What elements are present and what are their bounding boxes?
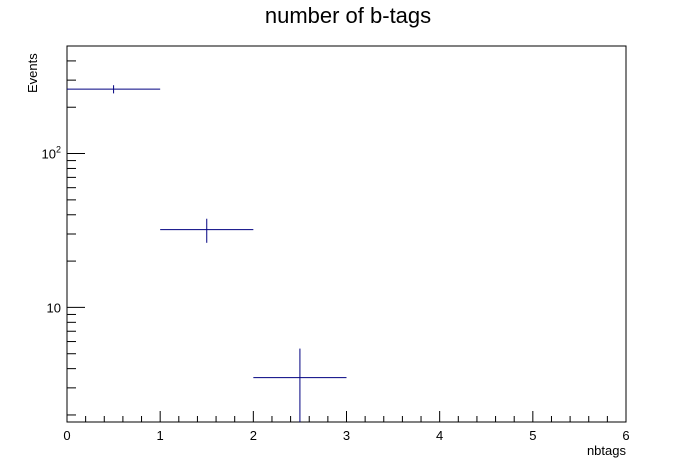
plot-frame — [66, 45, 627, 423]
y-tick-label: 102 — [42, 145, 61, 162]
y-axis-label: Events — [25, 53, 40, 93]
y-tick-label: 10 — [47, 300, 61, 315]
x-tick-label: 3 — [343, 428, 350, 443]
data-point — [160, 218, 254, 243]
x-axis-label: nbtags — [587, 443, 627, 458]
data-point — [67, 85, 161, 94]
x-tick-label: 5 — [529, 428, 536, 443]
x-tick-label: 0 — [63, 428, 70, 443]
data-point — [253, 348, 347, 422]
data-series — [67, 85, 347, 422]
y-axis-ticks: 10 102 — [42, 45, 85, 416]
x-tick-label: 6 — [622, 428, 629, 443]
x-axis-ticks: 0 1 2 3 4 5 6 — [63, 411, 630, 443]
x-tick-label: 2 — [250, 428, 257, 443]
x-tick-label: 4 — [436, 428, 443, 443]
chart-title: number of b-tags — [265, 3, 431, 28]
x-tick-label: 1 — [157, 428, 164, 443]
